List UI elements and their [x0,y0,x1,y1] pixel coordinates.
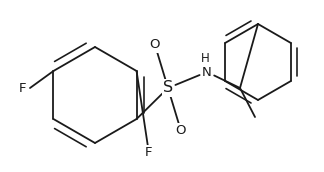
Text: O: O [176,125,186,137]
Text: H: H [201,52,209,66]
Text: F: F [18,82,26,94]
Text: F: F [144,147,152,159]
Text: N: N [202,66,212,78]
Text: S: S [163,80,173,95]
Text: O: O [150,39,160,51]
